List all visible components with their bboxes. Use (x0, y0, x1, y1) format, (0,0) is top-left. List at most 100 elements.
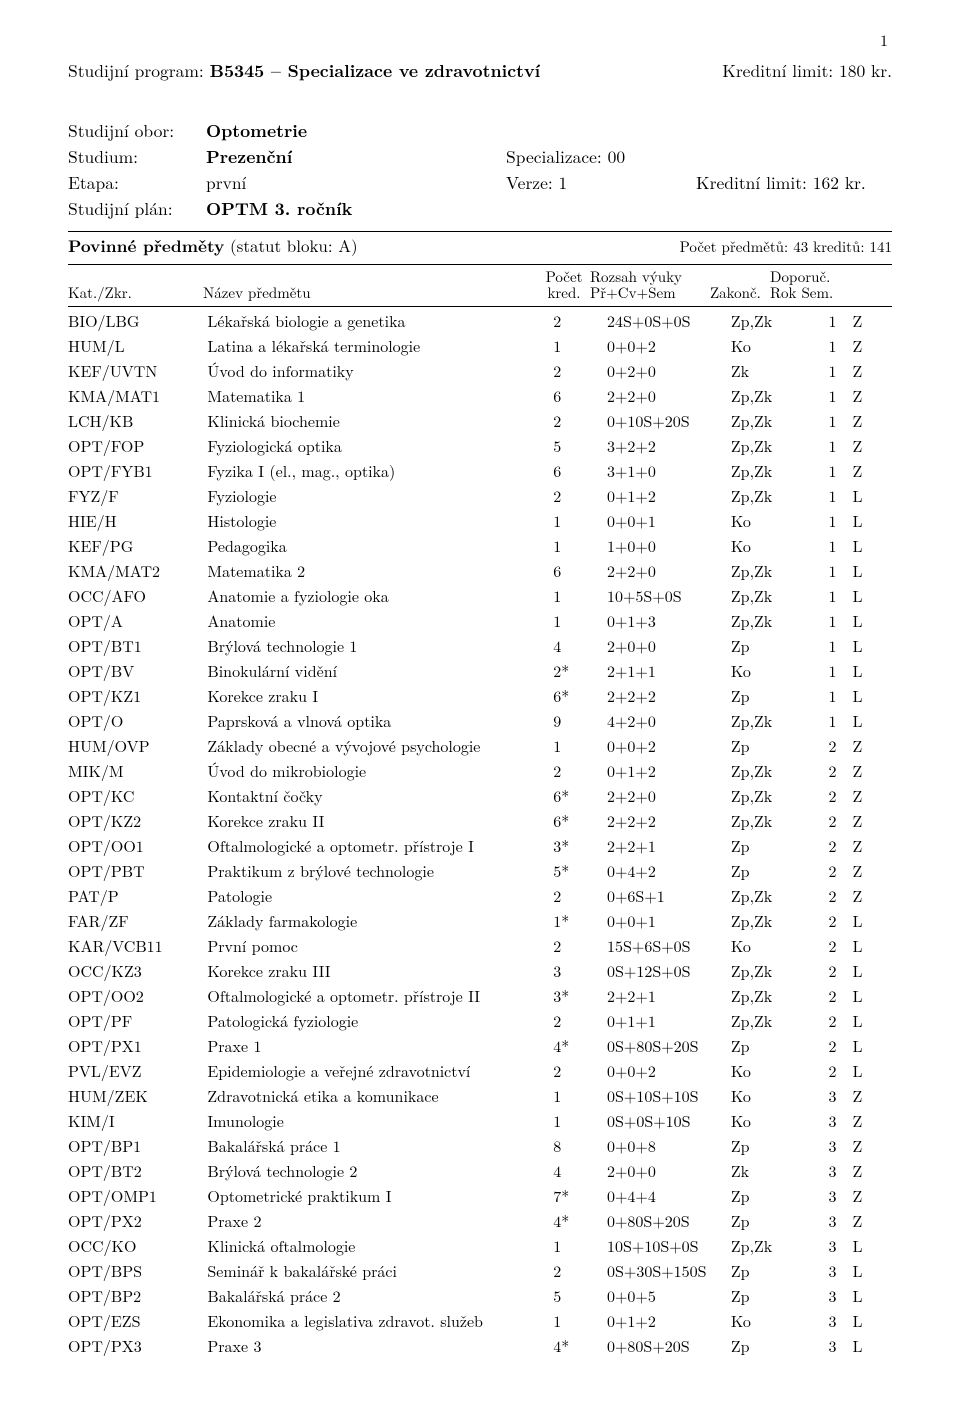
course-range: 0+0+1 (607, 909, 731, 934)
course-rok: 2 (793, 1034, 847, 1059)
course-code: HUM/L (68, 334, 207, 359)
course-zak: Ko (731, 1059, 793, 1084)
course-sem: L (847, 1334, 892, 1359)
course-code: PVL/EVZ (68, 1059, 207, 1084)
course-credits: 6 (553, 559, 607, 584)
course-range: 0+1+3 (607, 609, 731, 634)
course-range: 0+0+2 (607, 334, 731, 359)
course-range: 0S+10S+10S (607, 1084, 731, 1109)
program-title: Studijní program: B5345 – Specializace v… (68, 60, 540, 82)
course-rok: 1 (793, 584, 847, 609)
course-rok: 2 (793, 834, 847, 859)
course-rok: 3 (793, 1259, 847, 1284)
page-number: 1 (880, 30, 888, 50)
course-sem: L (847, 659, 892, 684)
table-row: KEF/UVTNÚvod do informatiky20+2+0Zk1Z (68, 359, 892, 384)
course-range: 0S+30S+150S (607, 1259, 731, 1284)
course-code: OPT/KZ1 (68, 684, 207, 709)
course-zak: Zp (731, 634, 793, 659)
course-credits: 2 (553, 484, 607, 509)
course-code: OPT/OO2 (68, 984, 207, 1009)
course-sem: Z (847, 334, 892, 359)
course-zak: Zp,Zk (731, 884, 793, 909)
course-credits: 3* (553, 984, 607, 1009)
course-sem: L (847, 484, 892, 509)
course-range: 2+2+0 (607, 559, 731, 584)
course-name: Úvod do mikrobiologie (207, 759, 553, 784)
course-sem: Z (847, 884, 892, 909)
course-rok: 3 (793, 1309, 847, 1334)
table-row: OPT/KCKontaktní čočky6*2+2+0Zp,Zk2Z (68, 784, 892, 809)
course-rok: 1 (793, 609, 847, 634)
course-range: 3+2+2 (607, 434, 731, 459)
course-range: 2+1+1 (607, 659, 731, 684)
credit-limit: Kreditní limit: 180 kr. (722, 60, 892, 82)
course-credits: 1 (553, 334, 607, 359)
block-title-rest: (statut bloku: A) (224, 233, 357, 257)
course-code: FAR/ZF (68, 909, 207, 934)
course-credits: 1 (553, 584, 607, 609)
table-row: OCC/KOKlinická oftalmologie110S+10S+0SZp… (68, 1234, 892, 1259)
block-header: Povinné předměty (statut bloku: A) Počet… (68, 231, 892, 264)
course-zak: Zp (731, 834, 793, 859)
course-zak: Zp,Zk (731, 459, 793, 484)
course-rok: 3 (793, 1234, 847, 1259)
course-credits: 4 (553, 1159, 607, 1184)
course-sem: L (847, 609, 892, 634)
course-range: 0+0+2 (607, 734, 731, 759)
course-credits: 1* (553, 909, 607, 934)
course-range: 2+2+2 (607, 809, 731, 834)
course-sem: L (847, 1059, 892, 1084)
course-code: OPT/PX1 (68, 1034, 207, 1059)
course-range: 15S+6S+0S (607, 934, 731, 959)
course-sem: L (847, 509, 892, 534)
course-name: Latina a lékařská terminologie (207, 334, 553, 359)
course-code: OPT/A (68, 609, 207, 634)
column-headers: Kat./Zkr. Název předmětu Počet kred. Roz… (68, 265, 892, 307)
course-credits: 2 (553, 884, 607, 909)
course-credits: 9 (553, 709, 607, 734)
course-zak: Ko (731, 1084, 793, 1109)
table-row: OPT/BPSSeminář k bakalářské práci20S+30S… (68, 1259, 892, 1284)
course-zak: Zp (731, 1334, 793, 1359)
course-credits: 6 (553, 459, 607, 484)
table-row: KEF/PGPedagogika11+0+0Ko1L (68, 534, 892, 559)
meta-label: Studijní plán: (68, 198, 206, 220)
course-range: 0+80S+20S (607, 1334, 731, 1359)
course-name: Imunologie (207, 1109, 553, 1134)
course-sem: L (847, 559, 892, 584)
course-name: Praxe 3 (207, 1334, 553, 1359)
table-row: OCC/AFOAnatomie a fyziologie oka110+5S+0… (68, 584, 892, 609)
table-row: MIK/MÚvod do mikrobiologie20+1+2Zp,Zk2Z (68, 759, 892, 784)
course-zak: Zp,Zk (731, 584, 793, 609)
course-code: KEF/UVTN (68, 359, 207, 384)
course-credits: 2 (553, 1059, 607, 1084)
course-name: Fyzika I (el., mag., optika) (207, 459, 553, 484)
course-zak: Zp,Zk (731, 409, 793, 434)
program-value: B5345 – Specializace ve zdravotnictví (210, 58, 541, 83)
course-range: 10S+10S+0S (607, 1234, 731, 1259)
hdr-zak: Zakonč. (710, 269, 770, 302)
hdr-dop: Doporuč. Rok Sem. (770, 269, 888, 302)
hdr-name: Název předmětu (203, 269, 538, 302)
course-rok: 3 (793, 1184, 847, 1209)
course-zak: Ko (731, 534, 793, 559)
course-code: OPT/OO1 (68, 834, 207, 859)
course-sem: Z (847, 1109, 892, 1134)
course-name: Histologie (207, 509, 553, 534)
course-zak: Ko (731, 1109, 793, 1134)
course-sem: Z (847, 409, 892, 434)
course-rok: 1 (793, 384, 847, 409)
course-code: OPT/O (68, 709, 207, 734)
course-zak: Zp,Zk (731, 759, 793, 784)
course-code: KMA/MAT2 (68, 559, 207, 584)
course-credits: 2 (553, 759, 607, 784)
course-sem: Z (847, 1084, 892, 1109)
course-name: Optometrické praktikum I (207, 1184, 553, 1209)
course-code: LCH/KB (68, 409, 207, 434)
course-name: Kontaktní čočky (207, 784, 553, 809)
course-rok: 3 (793, 1209, 847, 1234)
course-range: 1+0+0 (607, 534, 731, 559)
course-sem: L (847, 984, 892, 1009)
course-name: Matematika 1 (207, 384, 553, 409)
